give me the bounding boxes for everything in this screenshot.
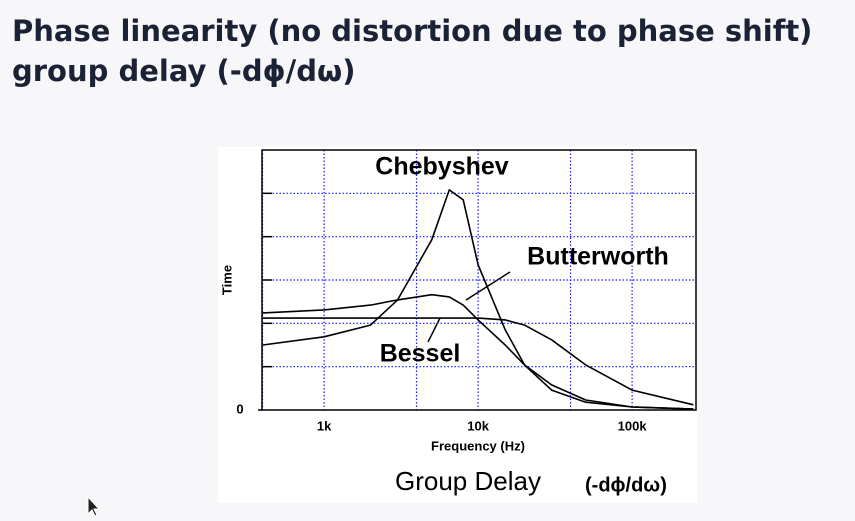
mouse-cursor	[87, 495, 101, 517]
series-line	[262, 293, 694, 410]
series-line	[262, 189, 694, 410]
chart-background	[218, 147, 697, 503]
y-axis-label: Time	[219, 265, 234, 295]
x-tick-label: 10k	[467, 418, 489, 433]
x-axis-label: Frequency (Hz)	[431, 438, 525, 453]
slide-title: group delay (-dϕ/dω)	[12, 54, 356, 88]
annotation-arrow	[465, 271, 511, 301]
annotation-arrow	[427, 317, 441, 343]
caption: Group Delay	[395, 466, 541, 496]
series-label: Chebyshev	[375, 153, 508, 181]
y-tick-label: 0	[236, 401, 243, 416]
series-label: Bessel	[380, 340, 461, 368]
series-label: Butterworth	[527, 243, 669, 271]
x-tick-label: 1k	[317, 418, 332, 433]
series-line	[262, 317, 694, 406]
x-tick-label: 100k	[618, 418, 648, 433]
caption-formula: (-dϕ/dω)	[585, 474, 667, 496]
plot-frame	[261, 149, 697, 411]
slide-title: Phase linearity (no distortion due to ph…	[12, 14, 813, 48]
